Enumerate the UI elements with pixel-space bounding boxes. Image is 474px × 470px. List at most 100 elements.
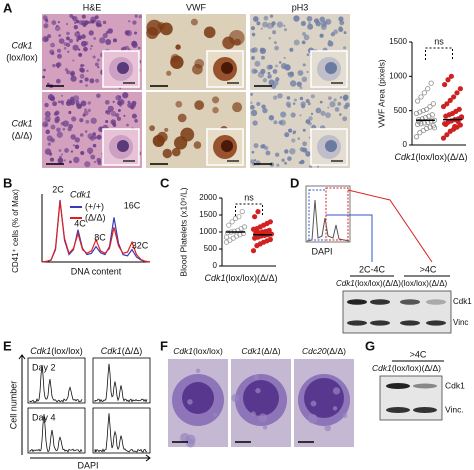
cell [306,70,309,73]
cell [192,63,203,75]
data-point [419,116,425,122]
cell [89,47,92,50]
cell [134,14,138,18]
cell [112,38,117,43]
cell [273,41,277,45]
cell [327,106,330,109]
y-tick-label: 500 [204,244,218,253]
cell [284,161,287,165]
cell [232,102,243,113]
cell [58,34,61,37]
cell [67,50,70,53]
gate-label: 2C-4C [359,264,386,274]
row-genotype: (Δ/Δ) [12,130,33,140]
cell [68,38,74,44]
cell [104,99,110,105]
cell [96,134,102,140]
data-point [236,214,242,220]
cell [74,137,80,143]
cell [44,102,49,108]
gate-label: >4C [410,349,427,359]
small-cell [262,425,268,430]
data-point [413,110,420,117]
cell [343,31,347,35]
histogram-curve [94,413,148,453]
cell [57,100,61,104]
cell [301,104,306,109]
cell [275,64,278,68]
cell [85,119,90,124]
cell [63,42,68,46]
blot [342,290,452,334]
cell [342,46,347,50]
histogram-frame [92,357,151,404]
cell [285,101,291,107]
small-cell [250,411,256,417]
cell [47,142,52,146]
cell [87,101,91,105]
cell [84,161,91,168]
data-point [417,109,423,115]
significance-label: ns [244,192,254,202]
cell [87,20,92,24]
legend-label: (+/+) [85,201,104,211]
y-tick-label: 1000 [199,227,217,236]
data-point [440,135,447,141]
cell [69,160,72,164]
small-cell [195,368,201,374]
inset-nucleus [117,140,129,152]
cell [117,100,122,106]
cell [164,127,169,133]
row-gene: Cdk1 [11,40,32,50]
cell [69,14,74,18]
gate-link [326,214,373,262]
genotype: (lox/lox) [225,273,257,283]
cell-nucleus [243,380,279,416]
cell [260,144,265,149]
small-cell [332,406,338,411]
cell [301,40,306,45]
cell [72,95,80,102]
cell [297,70,304,76]
cell [77,35,83,41]
data-point [452,123,458,130]
genotype: (lox/lox) [392,363,422,373]
legend-title: Cdk1 [70,189,91,199]
cell [72,44,79,51]
cell [75,103,79,106]
cell [79,118,84,123]
cell [287,156,292,161]
cell [284,149,289,154]
cell [57,157,64,164]
data-point [427,103,433,110]
y-tick-label: 1500 [389,37,407,46]
cell [299,114,302,117]
x-axis-label: Cdk1(lox/lox)(Δ/Δ) [394,152,467,162]
cell [338,16,344,22]
data-point [418,94,424,100]
cell [88,30,94,36]
cell [292,130,297,134]
micrograph [250,14,350,90]
cell [84,41,89,46]
peak-label: 16C [124,200,141,210]
inset-nucleus [221,62,233,74]
cell [115,95,122,101]
band [426,299,446,305]
cell [97,160,102,166]
data-point [250,248,257,254]
gene-name: Cdk1 [336,279,355,288]
gene-name: Cdk1 [204,273,225,283]
cell [271,25,274,28]
data-point [223,234,230,240]
series-line [41,199,151,263]
cell [256,101,261,107]
data-point [430,101,436,107]
cell [71,116,77,122]
cell [302,63,306,67]
genotype: (Δ/Δ) [422,363,442,373]
cell [212,96,220,104]
cell [70,150,74,153]
cell [301,76,308,83]
y-tick-label: 0 [213,261,218,270]
